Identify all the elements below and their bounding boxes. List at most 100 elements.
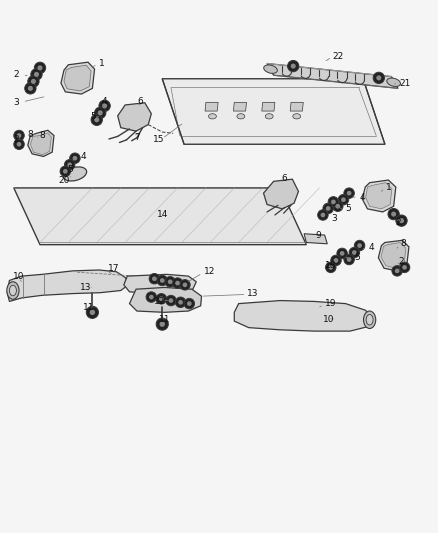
Text: 17: 17 xyxy=(108,264,119,273)
Text: 5: 5 xyxy=(67,165,73,174)
Text: 14: 14 xyxy=(156,211,168,220)
Circle shape xyxy=(341,197,346,202)
Polygon shape xyxy=(290,102,303,111)
Text: 7: 7 xyxy=(134,133,140,142)
Text: 4: 4 xyxy=(102,98,108,107)
Text: 11: 11 xyxy=(159,315,170,324)
Circle shape xyxy=(352,250,357,255)
Circle shape xyxy=(337,248,347,259)
Circle shape xyxy=(183,282,187,287)
Text: 15: 15 xyxy=(152,135,164,144)
Ellipse shape xyxy=(366,314,373,325)
Text: 5: 5 xyxy=(354,253,360,262)
Circle shape xyxy=(91,114,102,125)
Circle shape xyxy=(95,107,106,118)
Circle shape xyxy=(94,117,99,123)
Text: 10: 10 xyxy=(13,272,25,280)
Circle shape xyxy=(399,218,404,223)
Circle shape xyxy=(60,166,71,176)
Circle shape xyxy=(392,265,403,276)
Polygon shape xyxy=(267,63,398,88)
Circle shape xyxy=(28,76,39,87)
Circle shape xyxy=(64,159,75,170)
Text: 6: 6 xyxy=(137,97,143,106)
Text: 1: 1 xyxy=(99,59,105,68)
Text: 5: 5 xyxy=(90,112,96,121)
Polygon shape xyxy=(14,188,306,245)
Polygon shape xyxy=(362,180,396,212)
Circle shape xyxy=(347,257,351,262)
Circle shape xyxy=(160,278,165,283)
Text: 10: 10 xyxy=(323,315,335,324)
Text: 4: 4 xyxy=(368,243,374,252)
Circle shape xyxy=(326,206,331,211)
Circle shape xyxy=(157,275,167,286)
Polygon shape xyxy=(124,274,196,294)
Circle shape xyxy=(334,258,339,263)
Polygon shape xyxy=(262,102,275,111)
Text: 3: 3 xyxy=(13,98,19,107)
Circle shape xyxy=(187,301,192,306)
Circle shape xyxy=(165,277,175,287)
Ellipse shape xyxy=(237,114,245,119)
Circle shape xyxy=(14,130,24,141)
Circle shape xyxy=(159,296,164,301)
Text: 4: 4 xyxy=(81,152,86,161)
Polygon shape xyxy=(381,243,406,268)
Circle shape xyxy=(28,86,33,91)
Text: 6: 6 xyxy=(281,174,287,183)
Circle shape xyxy=(340,251,344,256)
Circle shape xyxy=(180,280,190,290)
Polygon shape xyxy=(61,62,95,94)
Text: 5: 5 xyxy=(346,204,351,213)
Text: 12: 12 xyxy=(204,267,215,276)
Ellipse shape xyxy=(7,282,19,299)
Circle shape xyxy=(34,72,39,77)
Text: 2: 2 xyxy=(398,257,404,266)
Circle shape xyxy=(169,298,173,303)
Text: 22: 22 xyxy=(332,52,344,61)
Polygon shape xyxy=(233,102,247,111)
Circle shape xyxy=(288,60,299,72)
Ellipse shape xyxy=(293,114,300,119)
Polygon shape xyxy=(378,240,409,271)
Text: 11: 11 xyxy=(83,303,94,312)
Circle shape xyxy=(338,195,349,205)
Circle shape xyxy=(73,156,77,160)
Polygon shape xyxy=(264,179,298,209)
Circle shape xyxy=(178,300,183,305)
Circle shape xyxy=(172,278,183,288)
Circle shape xyxy=(63,169,67,174)
Ellipse shape xyxy=(265,114,273,119)
Text: 3: 3 xyxy=(332,214,337,223)
Text: 21: 21 xyxy=(399,79,410,87)
Text: 2: 2 xyxy=(13,134,18,143)
Circle shape xyxy=(159,321,165,327)
Circle shape xyxy=(373,72,385,84)
Circle shape xyxy=(168,279,173,284)
Circle shape xyxy=(344,254,354,265)
Text: 4: 4 xyxy=(360,193,365,202)
Circle shape xyxy=(349,247,360,258)
Circle shape xyxy=(152,277,157,281)
Text: 8: 8 xyxy=(39,131,45,140)
Ellipse shape xyxy=(10,285,16,296)
Circle shape xyxy=(175,281,180,286)
Circle shape xyxy=(156,294,166,304)
Circle shape xyxy=(347,191,351,196)
Circle shape xyxy=(331,199,336,204)
Circle shape xyxy=(344,188,354,198)
Polygon shape xyxy=(118,103,151,131)
Polygon shape xyxy=(366,183,392,209)
Ellipse shape xyxy=(364,311,376,328)
Circle shape xyxy=(184,298,194,309)
Circle shape xyxy=(332,201,343,212)
Circle shape xyxy=(395,269,399,273)
Circle shape xyxy=(14,139,24,149)
Circle shape xyxy=(402,265,407,270)
Circle shape xyxy=(31,69,42,80)
Circle shape xyxy=(291,63,296,69)
Polygon shape xyxy=(130,287,201,312)
Circle shape xyxy=(98,110,103,115)
Circle shape xyxy=(156,318,168,330)
